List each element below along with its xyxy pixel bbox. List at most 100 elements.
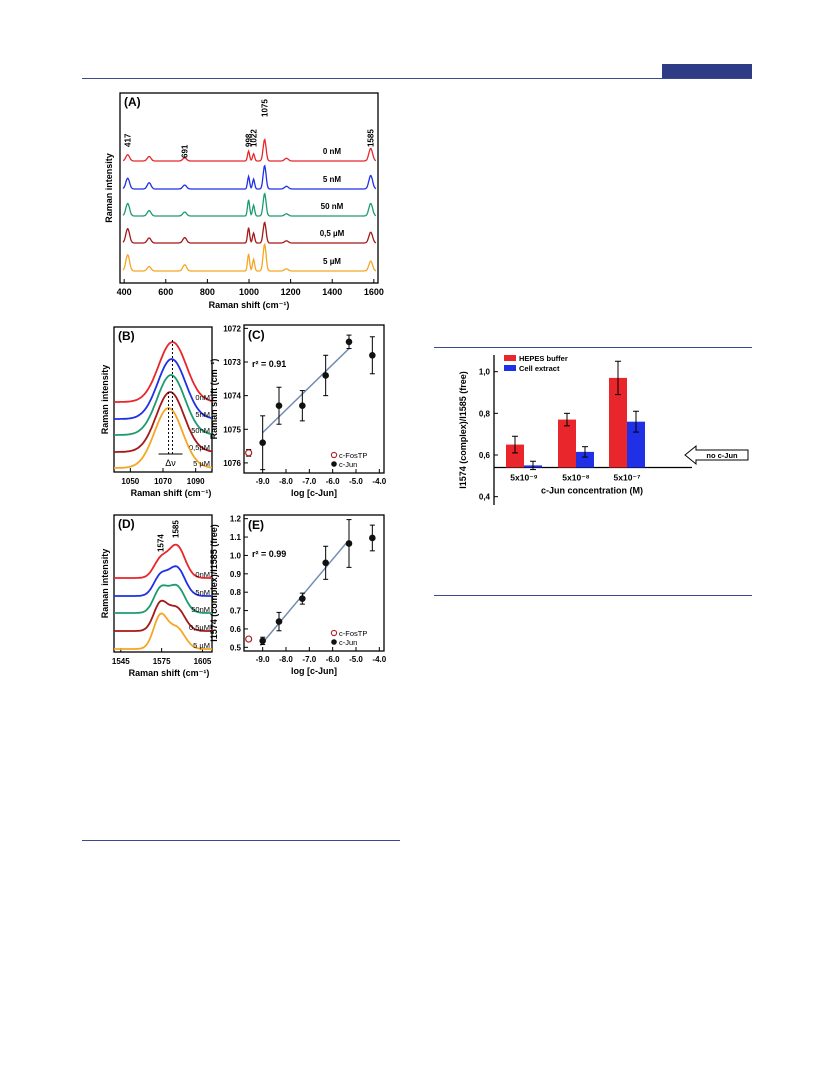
y-tick-label: 1075	[223, 425, 241, 434]
bar	[506, 444, 524, 468]
chart-panel-a: 400 600 800 1000 1200 1400 1600 Raman shift (cm…	[104, 92, 384, 310]
x-tick-label: 1575	[153, 657, 171, 666]
x-tick-label: 1600	[364, 287, 384, 297]
series-label: 0nM	[195, 570, 210, 579]
panel-label: (A)	[124, 95, 141, 109]
header-badge	[662, 64, 752, 78]
x-tick-label: 1000	[239, 287, 259, 297]
x-tick-label: -7.0	[302, 655, 316, 664]
no-cjun-arrow	[684, 444, 749, 466]
peak-annotation: 1585	[171, 520, 180, 538]
section-rule-1	[434, 347, 752, 348]
legend-label: HEPES buffer	[519, 354, 568, 363]
legend-marker	[330, 451, 338, 459]
y-tick-label: 0.5	[230, 643, 242, 652]
x-tick-label: 1050	[121, 477, 139, 486]
panel-label: (C)	[248, 328, 265, 342]
series-label: 5nM	[195, 588, 210, 597]
x-tick-label: 5x10⁻⁹	[510, 473, 537, 483]
spectrum-trace	[114, 374, 213, 436]
x-tick-label: 800	[200, 287, 215, 297]
y-axis-label: Raman intensity	[100, 549, 110, 619]
y-tick-label: 0.6	[230, 625, 242, 634]
panel-label: (D)	[118, 517, 135, 531]
data-point	[345, 338, 353, 346]
data-point	[322, 559, 329, 567]
x-tick-label: -5.0	[349, 477, 363, 486]
data-point	[369, 351, 376, 359]
data-point	[275, 402, 283, 410]
peak-annotation: 691	[181, 144, 190, 158]
peak-annotation: 998	[245, 133, 254, 147]
y-tick-label: 1076	[223, 459, 241, 468]
chart-panel-e: -9.0 -8.0 -7.0 -6.0 -5.0 -4.0 0.5 0.6 0.7 0.8 0.9 1…	[209, 514, 387, 676]
legend-label: c-Jun	[339, 460, 357, 469]
x-tick-label: -6.0	[326, 477, 340, 486]
x-tick-label: 5x10⁻⁷	[614, 473, 641, 483]
data-point	[345, 540, 353, 547]
x-tick-label: 1605	[194, 657, 212, 666]
x-tick-label: -4.0	[372, 655, 386, 664]
spectrum-trace	[114, 341, 213, 403]
x-tick-label: -9.0	[256, 655, 270, 664]
data-point	[299, 595, 306, 602]
x-tick-label: 600	[158, 287, 173, 297]
legend-label: c-FosTP	[339, 629, 367, 638]
y-tick-label: 1.2	[230, 515, 242, 524]
series-label: 5 nM	[323, 175, 342, 184]
y-axis-label: I1574 (complex)/I1585 (free)	[209, 524, 219, 642]
legend-label: c-FosTP	[339, 451, 367, 460]
x-axis-label: log [c-Jun]	[291, 488, 337, 498]
spectrum-trace	[122, 164, 377, 190]
y-tick-label: 0.9	[230, 570, 242, 579]
legend-label: Cell extract	[519, 364, 560, 373]
x-tick-label: 1545	[112, 657, 130, 666]
peak-annotation: 1574	[156, 534, 165, 552]
peak-annotation: 417	[124, 133, 133, 147]
r-squared-label: r² = 0.99	[252, 549, 286, 559]
peak-annotation: 1022	[250, 129, 259, 147]
series-label: 5 µM	[193, 641, 210, 650]
plot-frame	[113, 514, 213, 653]
legend-marker	[331, 639, 337, 645]
series-label: 50 nM	[321, 202, 344, 211]
r-squared-label: r² = 0.91	[252, 359, 286, 369]
y-tick-label: 0,8	[479, 409, 491, 418]
legend-marker	[331, 461, 337, 467]
spectrum-trace	[114, 543, 212, 579]
y-tick-label: 1072	[223, 324, 241, 333]
series-label: 0,5µM	[189, 623, 210, 632]
arrow-label: no c-Jun	[706, 451, 738, 460]
legend-label: c-Jun	[339, 638, 357, 647]
spectrum-trace	[122, 192, 377, 217]
y-axis-label: Raman shift (cm⁻¹)	[209, 359, 219, 440]
bar	[627, 421, 645, 468]
data-point-open	[245, 449, 253, 457]
chart-panel-b: 1050 1070 1090 Raman shift (cm⁻¹) Raman inte…	[100, 326, 213, 498]
y-tick-label: 0,4	[479, 493, 491, 502]
bar	[558, 419, 576, 468]
spectrum-trace	[122, 221, 377, 244]
x-tick-label: 1070	[154, 477, 172, 486]
x-tick-label: 400	[117, 287, 132, 297]
legend-marker	[330, 629, 338, 637]
y-tick-label: 1.1	[230, 533, 242, 542]
x-axis-label: Raman shift (cm⁻¹)	[209, 300, 290, 310]
y-axis-label: Raman intensity	[100, 365, 110, 435]
series-label: 0,5µM	[189, 443, 210, 452]
spectrum-trace	[114, 391, 213, 453]
x-tick-label: -5.0	[349, 655, 363, 664]
plot-frame	[243, 514, 385, 652]
series-label: 0,5 µM	[320, 229, 345, 238]
y-axis-label: Raman intensity	[104, 153, 114, 223]
x-tick-label: 5x10⁻⁸	[562, 473, 589, 483]
x-axis-label: log [c-Jun]	[291, 666, 337, 676]
x-axis-label: c-Jun concentration (M)	[541, 486, 643, 496]
spectrum-trace	[122, 242, 377, 272]
legend-swatch	[504, 355, 516, 361]
bar	[609, 377, 627, 468]
x-tick-label: -9.0	[256, 477, 270, 486]
y-tick-label: 1,0	[479, 368, 491, 377]
y-tick-label: 1074	[223, 392, 241, 401]
series-label: 50nM	[191, 605, 210, 614]
